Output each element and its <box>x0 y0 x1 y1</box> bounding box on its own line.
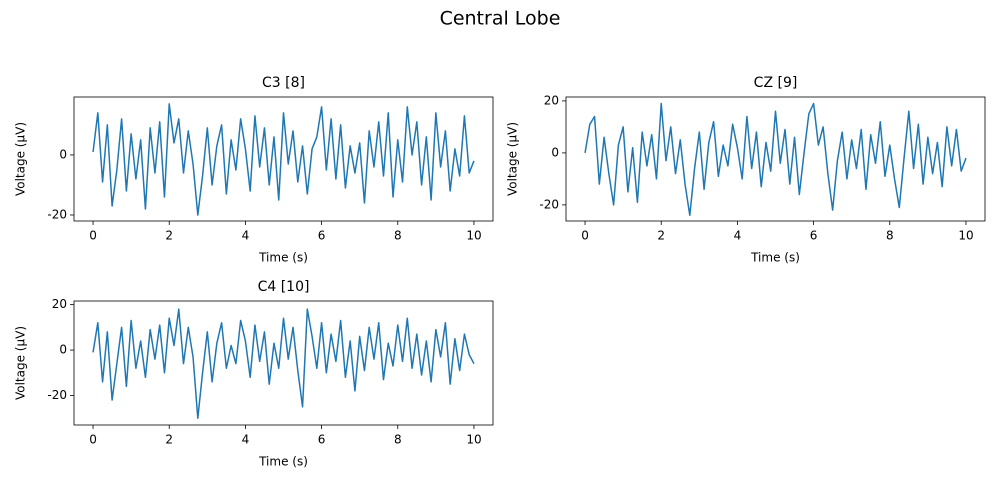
x-tick-label: 2 <box>165 433 173 447</box>
x-tick-label: 2 <box>657 229 665 243</box>
x-axis-label: Time (s) <box>258 251 308 265</box>
x-axis-label: Time (s) <box>258 455 308 469</box>
subplot-title: C4 [10] <box>258 279 310 295</box>
x-tick-label: 10 <box>466 229 481 243</box>
x-tick-label: 8 <box>394 433 402 447</box>
x-tick-label: 0 <box>581 229 589 243</box>
x-tick-label: 10 <box>466 433 481 447</box>
figure-title: Central Lobe <box>440 8 561 30</box>
y-tick-label: 20 <box>52 297 67 311</box>
subplot-title: CZ [9] <box>754 75 798 91</box>
y-tick-label: -20 <box>47 207 67 221</box>
x-tick-label: 4 <box>242 433 250 447</box>
line <box>92 103 475 216</box>
y-axis-label: Voltage (µV) <box>14 326 28 400</box>
x-tick-label: 6 <box>318 229 326 243</box>
x-tick-label: 8 <box>394 229 402 243</box>
x-tick-label: 10 <box>958 229 973 243</box>
x-tick-label: 6 <box>810 229 818 243</box>
line <box>584 102 967 217</box>
x-axis-label: Time (s) <box>750 251 800 265</box>
x-tick-label: 6 <box>318 433 326 447</box>
axes-frame <box>565 96 986 222</box>
y-tick-label: -20 <box>47 388 67 402</box>
x-tick-label: 4 <box>734 229 742 243</box>
x-tick-label: 4 <box>242 229 250 243</box>
x-tick-label: 0 <box>89 229 97 243</box>
x-tick-label: 2 <box>165 229 173 243</box>
y-axis-label: Voltage (µV) <box>14 122 28 196</box>
x-tick-label: 8 <box>886 229 894 243</box>
y-tick-label: 0 <box>59 343 67 357</box>
axes-frame <box>73 96 494 222</box>
axes-frame <box>73 300 494 426</box>
subplot-title: C3 [8] <box>262 75 305 91</box>
x-tick-label: 0 <box>89 433 97 447</box>
y-axis-label: Voltage (µV) <box>506 122 520 196</box>
y-tick-label: 0 <box>551 145 559 159</box>
y-tick-label: 20 <box>544 93 559 107</box>
y-tick-label: -20 <box>539 197 559 211</box>
line <box>92 308 475 419</box>
y-tick-label: 0 <box>59 147 67 161</box>
